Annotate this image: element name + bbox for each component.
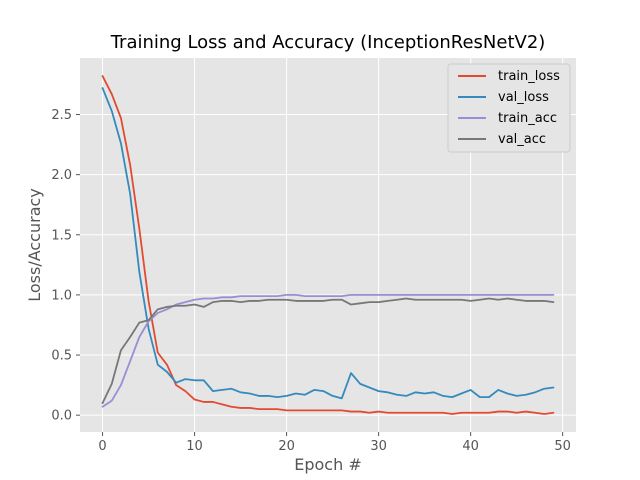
x-tick-label: 30 [370,439,387,454]
x-tick-label: 40 [462,439,479,454]
legend-box [447,63,571,153]
chart-title: Training Loss and Accuracy (InceptionRes… [110,32,546,53]
x-tick-label: 10 [186,439,203,454]
y-axis-ticks: 0.0 0.5 1.0 1.5 2.0 2.5 [51,108,80,424]
x-tick-label: 50 [554,439,571,454]
y-tick-label: 0.5 [51,349,72,364]
y-tick-label: 1.0 [51,288,72,303]
legend-label-train-loss: train_loss [498,69,560,84]
series-line-train-acc [101,294,555,408]
series-line-train-loss [101,75,555,415]
legend-label-val-loss: val_loss [498,90,549,105]
y-axis-label: Loss/Accuracy [25,188,44,302]
y-tick-label: 0.0 [51,409,72,424]
y-tick-label: 2.0 [51,168,72,183]
x-tick-label: 20 [278,439,295,454]
series-layer [101,75,555,415]
x-axis-label: Epoch # [294,455,361,474]
y-tick-label: 2.5 [51,108,72,123]
x-tick-label: 0 [98,439,106,454]
x-axis-ticks: 0 10 20 30 40 50 [98,432,571,454]
y-tick-label: 1.5 [51,228,72,243]
legend-label-val-acc: val_acc [498,132,546,147]
legend-label-train-acc: train_acc [498,111,557,126]
series-line-val-loss [101,87,555,400]
legend: train_loss val_loss train_acc val_acc [447,63,571,153]
series-line-val-acc [101,297,555,405]
